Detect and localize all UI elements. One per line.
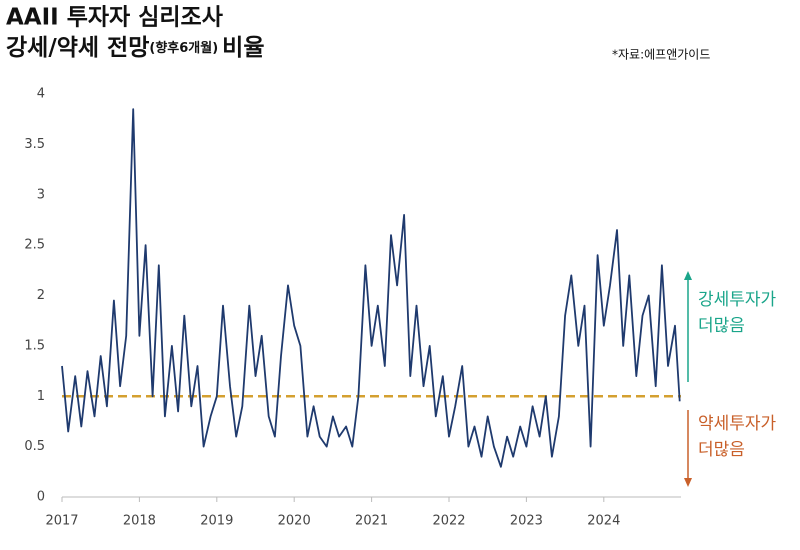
x-tick-label: 2020 [278,514,311,529]
arrow-head [684,271,692,280]
y-tick-label: 1 [37,389,45,404]
source-note: *자료:에프앤가이드 [612,48,710,62]
annotation: 약세투자가 [698,414,777,434]
x-tick-label: 2024 [587,514,620,529]
annotation: 더많음 [698,316,745,336]
chart-title: 강세/약세 전망(향후6개월) 비율 [6,35,264,61]
title-part: 강세/약세 전망 [6,35,149,61]
arrow-head [684,478,692,487]
x-tick-label: 2022 [432,514,465,529]
title-part: (향후6개월) [149,40,218,56]
annotation: 더많음 [698,440,745,460]
chart-title: AAII 투자자 심리조사 [6,5,223,31]
data-line [61,108,681,468]
y-tick-label: 4 [37,87,45,102]
y-tick-label: 3.5 [24,137,45,152]
x-tick-label: 2018 [123,514,156,529]
y-tick-label: 3 [37,187,45,202]
x-tick-label: 2023 [510,514,543,529]
y-tick-label: 2.5 [24,238,45,253]
x-tick-label: 2021 [355,514,388,529]
y-tick-label: 2 [37,288,45,303]
y-tick-label: 0 [37,490,45,505]
y-tick-label: 1.5 [24,338,45,353]
y-tick-label: 0.5 [24,439,45,454]
x-tick-label: 2017 [45,514,78,529]
title-part: 비율 [222,35,264,61]
x-tick-label: 2019 [200,514,233,529]
annotation: 강세투자가 [698,290,777,310]
